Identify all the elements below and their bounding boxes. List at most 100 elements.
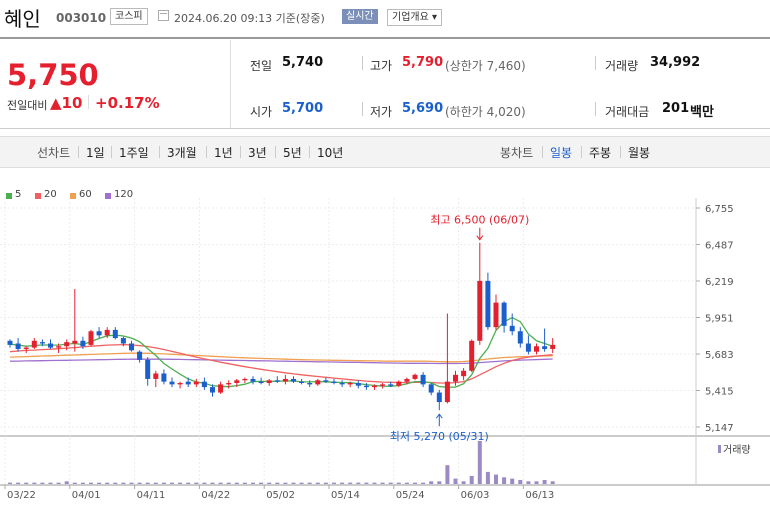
candle-body (201, 381, 207, 388)
legend-ma120: 120 (114, 189, 134, 200)
volume-bar (429, 481, 434, 484)
period-divider (620, 146, 621, 158)
legend-ma5: 5 (15, 189, 22, 200)
candle-body (299, 381, 305, 384)
realtime-button[interactable]: 실시간 (342, 9, 378, 24)
candle-body (193, 381, 199, 385)
candle-body (120, 338, 126, 344)
candle-body (72, 340, 78, 344)
xtick-label: 06/03 (461, 490, 490, 501)
candle-body (347, 383, 353, 385)
candle-body (7, 340, 13, 345)
volume-value: 34,992 (650, 55, 701, 70)
volume-bar (542, 479, 547, 484)
company-info-dropdown[interactable]: 기업개요 ▾ (387, 9, 442, 26)
lower-limit: (하한가 4,020) (445, 105, 526, 119)
volume-bar (178, 482, 183, 484)
volume-bar (97, 482, 102, 484)
item-divider (595, 102, 596, 116)
candle-body (404, 378, 410, 382)
item-divider (362, 56, 363, 70)
xtick-label: 03/22 (7, 490, 36, 501)
period-5y[interactable]: 5년 (283, 146, 302, 160)
volume-bar (40, 482, 45, 484)
legend-swatch-ma60 (70, 193, 76, 199)
summary-divider (230, 40, 231, 128)
amount-unit: 백만 (690, 105, 714, 120)
candle-body (509, 325, 515, 332)
volume-bar (105, 482, 110, 484)
volume-bar (72, 482, 77, 484)
candle-weekly[interactable]: 주봉 (589, 146, 612, 160)
period-divider (581, 146, 582, 158)
period-10y[interactable]: 10년 (317, 146, 344, 160)
candle-body (218, 384, 224, 393)
ma60-line (9, 352, 553, 363)
volume-bar (534, 481, 539, 484)
stock-header: 혜인 003010 코스피 2024.06.20 09:13 기준(장중) 실시… (0, 0, 770, 36)
candle-body (129, 343, 134, 351)
period-divider (240, 146, 241, 158)
candle-body (169, 381, 175, 385)
candle-monthly[interactable]: 월봉 (628, 146, 651, 160)
candle-body (412, 374, 418, 379)
period-divider (542, 146, 543, 158)
ytick-label: 5,951 (705, 314, 734, 325)
ytick-label: 6,755 (705, 204, 734, 215)
upper-limit: (상한가 7,460) (445, 59, 526, 73)
volume-bar (234, 482, 239, 484)
volume-bar (8, 482, 12, 484)
prev-close-label: 전일 (250, 59, 273, 73)
volume-bar (145, 482, 150, 484)
candle-body (372, 385, 377, 388)
candle-body (112, 329, 118, 339)
volume-bar (161, 482, 166, 484)
period-1y[interactable]: 1년 (214, 146, 233, 160)
period-1d[interactable]: 1일 (86, 146, 105, 160)
candle-body (444, 381, 450, 403)
candle-body (185, 381, 191, 385)
summary-bottom-divider (0, 128, 770, 129)
ma5-line (9, 316, 553, 388)
volume-bar (251, 482, 255, 484)
calendar-icon (158, 10, 169, 21)
open-label: 시가 (250, 105, 273, 119)
amount-label: 거래대금 (605, 105, 650, 119)
period-divider (111, 146, 112, 158)
volume-bar (137, 482, 142, 484)
candle-body (380, 384, 386, 386)
candle-daily[interactable]: 일봉 (550, 146, 573, 160)
price-chart[interactable]: 6,755 6,487 6,219 5,951 5,683 5,415 5,147 03/22… (0, 186, 770, 508)
volume-bar (56, 482, 61, 484)
candle-body (525, 343, 531, 352)
candle-body (436, 392, 442, 403)
volume-bar (16, 482, 21, 484)
prev-close-value: 5,740 (282, 55, 324, 70)
volume-bar (340, 482, 345, 484)
market-badge: 코스피 (110, 8, 148, 25)
candle-body (550, 344, 556, 349)
volume-bar (388, 482, 393, 484)
high-label: 고가 (370, 59, 393, 73)
volume-bar (396, 482, 401, 484)
item-divider (362, 102, 363, 116)
volume-bar (267, 482, 272, 484)
candle-body (501, 302, 507, 326)
item-divider (595, 56, 596, 70)
ma120-line (9, 358, 553, 365)
xtick-label: 05/14 (331, 490, 360, 501)
candle-body (242, 378, 248, 381)
candle-body (517, 331, 523, 344)
volume-bar (437, 481, 442, 484)
period-1w[interactable]: 1주일 (119, 146, 149, 160)
xtick-label: 04/22 (201, 490, 230, 501)
volume-bar (24, 482, 29, 484)
period-divider (78, 146, 79, 158)
change-amount: 10 (61, 94, 83, 112)
candle-body (388, 384, 394, 386)
candle-body (339, 383, 345, 385)
volume-bar (550, 481, 555, 484)
period-3m[interactable]: 3개월 (167, 146, 197, 160)
period-3y[interactable]: 3년 (248, 146, 267, 160)
volume-bar (413, 482, 417, 484)
